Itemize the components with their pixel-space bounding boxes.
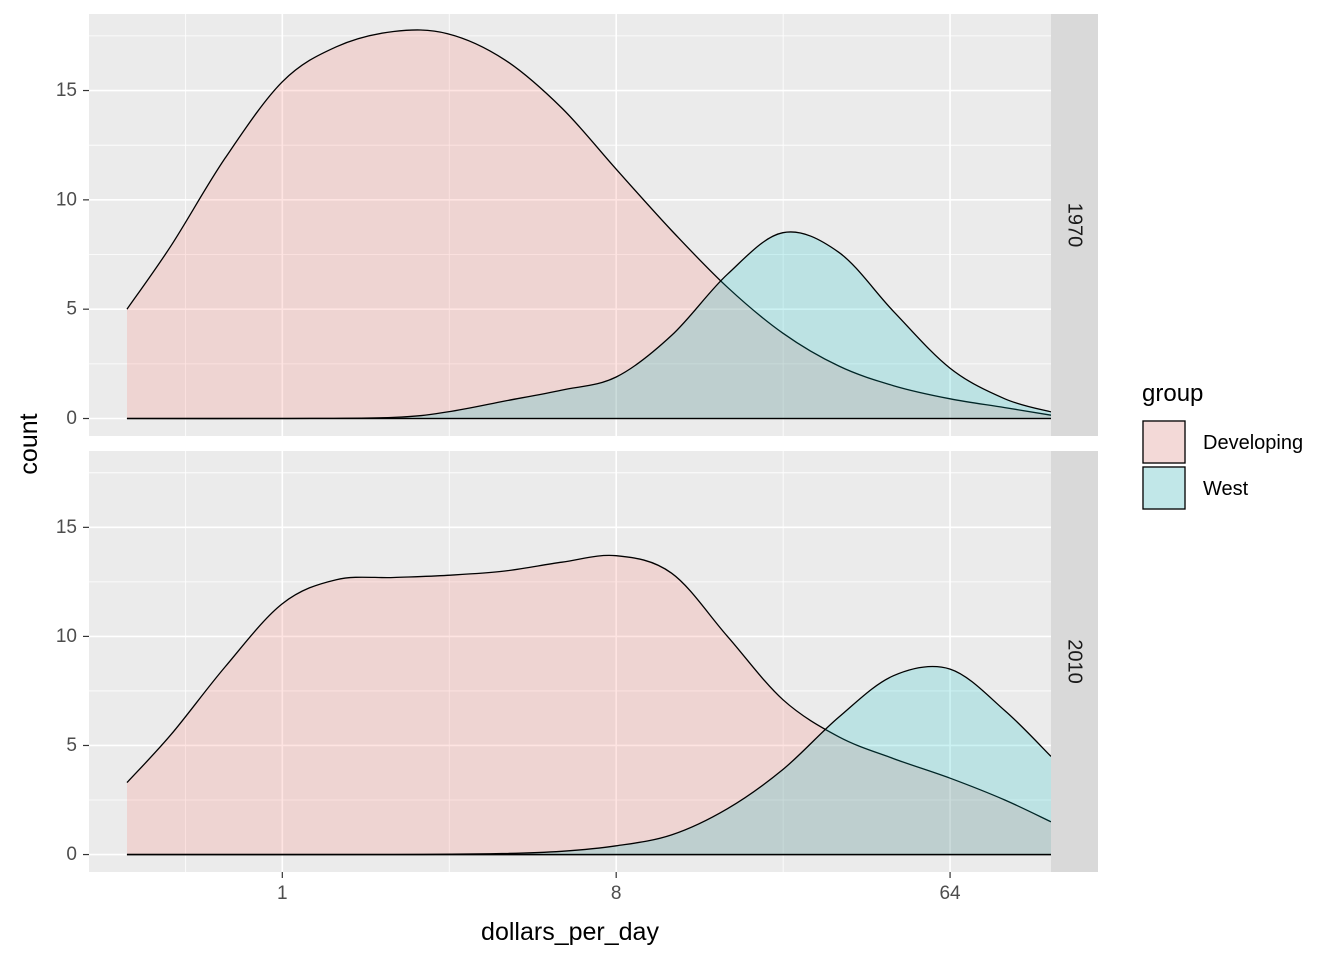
legend-key-developing	[1142, 420, 1186, 464]
density-line-developing	[126, 29, 1052, 416]
panel-background	[89, 14, 1051, 436]
y-tick-label: 5	[66, 299, 77, 320]
x-tick-label: 64	[939, 883, 961, 904]
density-area-developing	[127, 555, 1051, 855]
y-tick-label: 0	[66, 408, 77, 429]
density-line-west	[126, 231, 1052, 420]
x-axis-title: dollars_per_day	[481, 918, 659, 946]
legend-key-west	[1142, 466, 1186, 510]
legend-label-developing: Developing	[1203, 432, 1303, 454]
y-tick-label: 10	[56, 626, 77, 647]
facet-panel-1970: 1970 0 5 10 15	[56, 14, 1098, 436]
x-axis: 1 8 64	[277, 872, 961, 904]
density-area-west	[127, 666, 1051, 855]
facet-strip	[1051, 14, 1098, 436]
legend-key-background	[1142, 420, 1186, 464]
legend: group Developing West	[1142, 380, 1303, 510]
legend-label-west: West	[1203, 478, 1249, 500]
y-tick-label: 15	[56, 517, 77, 538]
density-area-west	[127, 231, 1051, 419]
facet-panel-2010: 2010 0 5 10 15	[56, 451, 1098, 872]
y-tick-label: 5	[66, 735, 77, 756]
y-tick-label: 0	[66, 844, 77, 865]
x-tick-label: 1	[277, 883, 288, 904]
y-tick-label: 15	[56, 80, 77, 101]
density-line-developing	[126, 554, 1052, 823]
facet-strip	[1051, 451, 1098, 872]
facet-strip-label: 2010	[1064, 639, 1086, 684]
x-tick-label: 8	[611, 883, 622, 904]
panel-background	[89, 451, 1051, 872]
y-tick-label: 10	[56, 189, 77, 210]
legend-key-background	[1142, 466, 1186, 510]
chart-panels: 1970 0 5 10 15 2010 0 5 10 15	[56, 14, 1098, 872]
legend-title: group	[1142, 380, 1203, 407]
density-area-developing	[127, 29, 1051, 419]
facet-strip-label: 1970	[1064, 203, 1086, 248]
y-axis-title: count	[15, 413, 43, 474]
